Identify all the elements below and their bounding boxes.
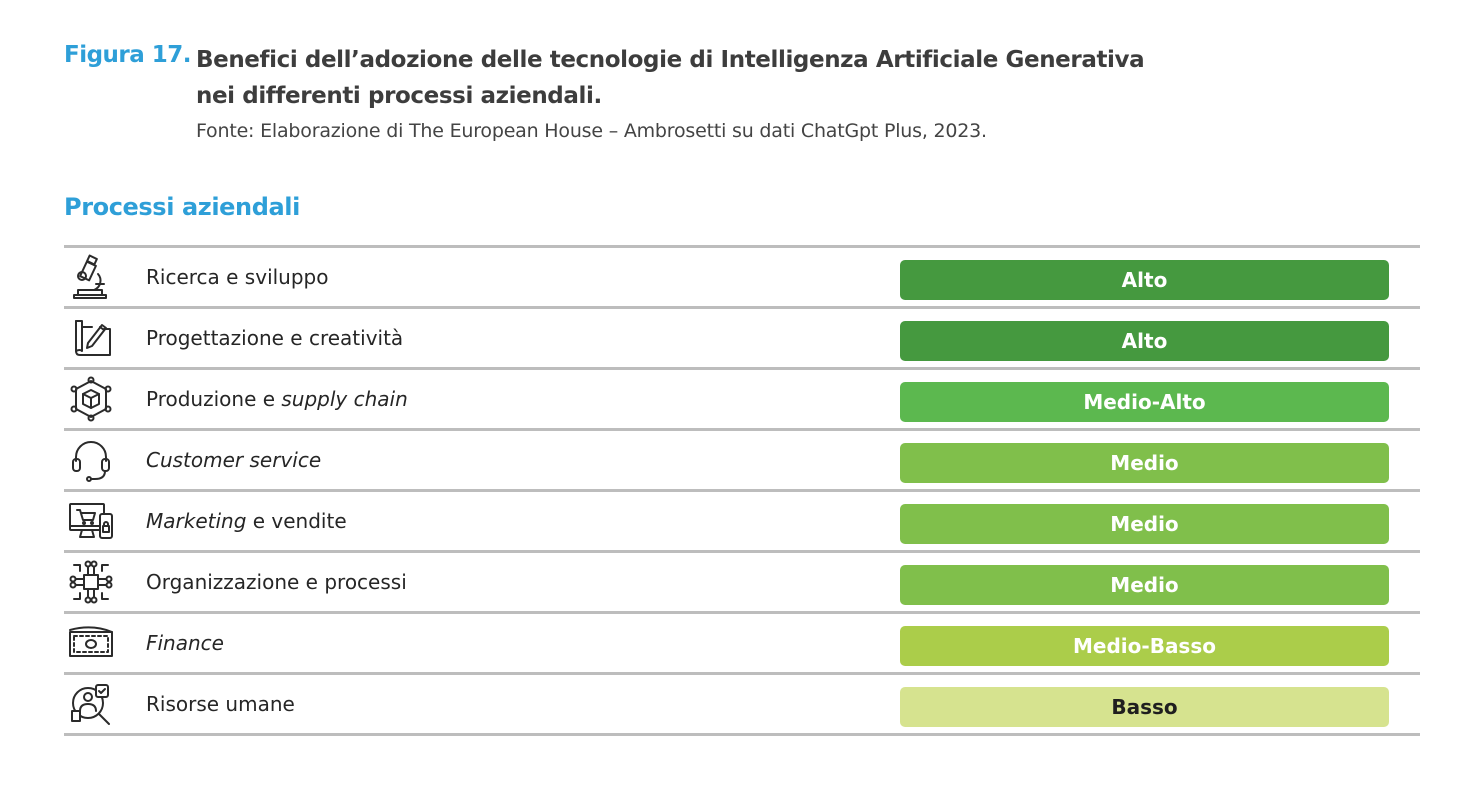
microscope-icon — [68, 254, 114, 300]
table-row: Risorse umane Basso — [64, 675, 1420, 733]
table-row: Progettazione e creatività Alto — [64, 309, 1420, 367]
row-label: Finance — [146, 631, 224, 655]
row-label: Risorse umane — [146, 692, 295, 716]
table-divider — [64, 489, 1420, 492]
table-divider — [64, 245, 1420, 248]
hr-search-icon — [68, 681, 114, 727]
supply-chain-cube-icon — [68, 376, 114, 422]
level-badge: Medio — [900, 443, 1389, 483]
level-badge: Medio-Alto — [900, 382, 1389, 422]
table-row: Marketing e vendite Medio — [64, 492, 1420, 550]
level-badge: Medio — [900, 504, 1389, 544]
table-row: Produzione e supply chain Medio-Alto — [64, 370, 1420, 428]
process-network-icon — [68, 559, 114, 605]
table-divider — [64, 306, 1420, 309]
table-row: Ricerca e sviluppo Alto — [64, 248, 1420, 306]
section-title: Processi aziendali — [64, 193, 300, 221]
row-label: Ricerca e sviluppo — [146, 265, 329, 289]
table-row: Customer service Medio — [64, 431, 1420, 489]
table-row: Organizzazione e processi Medio — [64, 553, 1420, 611]
figure-title-line-1: Benefici dell’adozione delle tecnologie … — [196, 47, 1145, 73]
table-divider — [64, 550, 1420, 553]
row-label: Progettazione e creatività — [146, 326, 404, 350]
level-badge: Basso — [900, 687, 1389, 727]
level-badge: Medio — [900, 565, 1389, 605]
row-label: Marketing e vendite — [146, 509, 347, 533]
figure-label: Figura 17. — [64, 42, 192, 68]
benefits-table: Ricerca e sviluppo Alto Progettazione e … — [64, 245, 1420, 736]
row-label: Customer service — [146, 448, 322, 472]
row-label: Organizzazione e processi — [146, 570, 407, 594]
figure-title: Benefici dell’adozione delle tecnologie … — [196, 42, 1176, 114]
table-divider — [64, 733, 1420, 736]
level-badge: Alto — [900, 260, 1389, 300]
table-divider — [64, 611, 1420, 614]
level-badge: Medio-Basso — [900, 626, 1389, 666]
level-badge: Alto — [900, 321, 1389, 361]
design-pencil-icon — [68, 315, 114, 361]
banknote-icon — [68, 620, 114, 666]
ecommerce-monitor-icon — [68, 498, 114, 544]
table-row: Finance Medio-Basso — [64, 614, 1420, 672]
figure-source: Fonte: Elaborazione di The European Hous… — [196, 120, 987, 142]
headset-icon — [68, 437, 114, 483]
table-divider — [64, 367, 1420, 370]
table-divider — [64, 428, 1420, 431]
figure-title-line-2: nei differenti processi aziendali. — [196, 83, 602, 109]
table-divider — [64, 672, 1420, 675]
row-label: Produzione e supply chain — [146, 387, 408, 411]
